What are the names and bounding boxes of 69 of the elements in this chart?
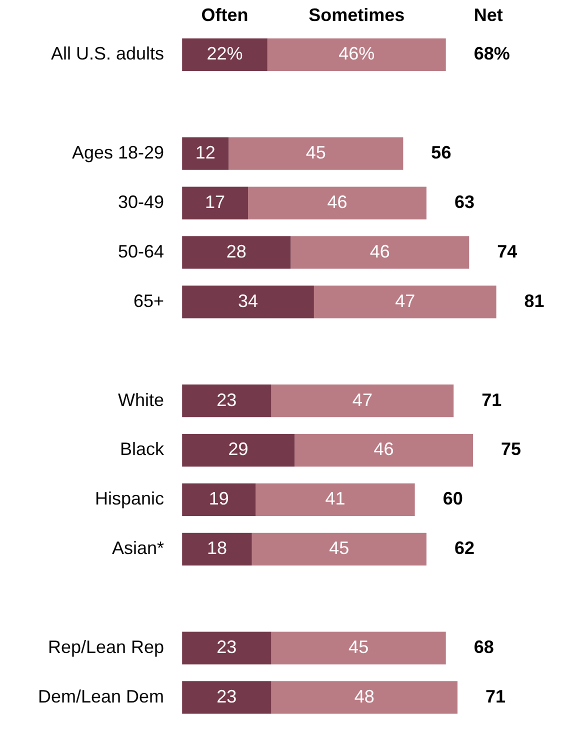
bar — [182, 632, 272, 664]
bar — [182, 434, 295, 467]
data-label: 46 — [370, 241, 390, 262]
text: Net — [474, 4, 503, 25]
y-tick-label: 65+ — [134, 290, 164, 311]
total-label: 68 — [474, 637, 494, 658]
y-tick-label: Asian* — [112, 538, 164, 558]
y-tick-label: Black — [120, 439, 166, 460]
bar — [182, 483, 256, 516]
data-label: 23 — [216, 686, 237, 706]
data-label: 28 — [226, 241, 246, 262]
bar — [271, 681, 458, 714]
total-label: 81 — [524, 290, 544, 311]
y-tick-label: Ages 18-29 — [72, 142, 164, 163]
bar — [182, 286, 314, 318]
data-label: 47 — [352, 390, 372, 410]
bar — [267, 38, 446, 72]
data-label: 22% — [206, 44, 243, 64]
data-label: 19 — [208, 488, 229, 509]
data-label: 46% — [338, 44, 375, 64]
total-label: 68% — [474, 44, 510, 64]
total-label: 62 — [454, 538, 474, 558]
bar — [290, 236, 470, 269]
data-label: 45 — [306, 142, 326, 163]
bar — [252, 532, 426, 566]
data-label: 47 — [395, 290, 416, 311]
data-label: 41 — [325, 488, 346, 509]
data-label: 23 — [216, 390, 237, 410]
data-label: 45 — [329, 538, 350, 558]
data-label: 46 — [374, 439, 394, 460]
bar — [182, 384, 272, 418]
bar — [182, 236, 291, 269]
data-label: 17 — [205, 192, 226, 212]
data-label: 12 — [195, 142, 216, 163]
bar — [182, 38, 268, 72]
data-label: 45 — [348, 637, 369, 658]
bar — [294, 434, 474, 467]
bar — [182, 186, 248, 220]
bar — [271, 632, 446, 664]
total-label: 74 — [497, 241, 518, 262]
series-label: Often — [201, 4, 248, 25]
data-label: 46 — [327, 192, 348, 212]
data-label: 29 — [228, 439, 248, 460]
total-label: 60 — [442, 488, 463, 509]
y-tick-label: Rep/Lean Rep — [48, 637, 164, 658]
total-label: 71 — [482, 390, 502, 410]
series-label: Sometimes — [308, 4, 405, 25]
y-tick-label: Hispanic — [95, 488, 164, 509]
data-label: 23 — [216, 637, 237, 658]
y-tick-label: 50-64 — [118, 241, 164, 262]
total-label: 71 — [485, 686, 506, 706]
bar — [182, 681, 272, 714]
total-label: 75 — [501, 439, 522, 460]
total-label: 63 — [454, 192, 474, 212]
bar — [314, 286, 496, 318]
data-label: 18 — [206, 538, 227, 558]
bar — [228, 137, 404, 170]
bar — [182, 137, 229, 170]
y-tick-label: Dem/Lean Dem — [38, 686, 164, 706]
bar — [248, 186, 426, 220]
total-label: 56 — [431, 142, 452, 163]
y-tick-label: 30-49 — [118, 192, 164, 212]
y-tick-label: White — [118, 390, 164, 410]
bar — [256, 483, 415, 516]
data-label: 34 — [238, 290, 258, 311]
bar — [271, 384, 454, 418]
bar — [182, 532, 252, 566]
y-tick-label: All U.S. adults — [51, 44, 164, 64]
data-label: 48 — [354, 686, 374, 706]
